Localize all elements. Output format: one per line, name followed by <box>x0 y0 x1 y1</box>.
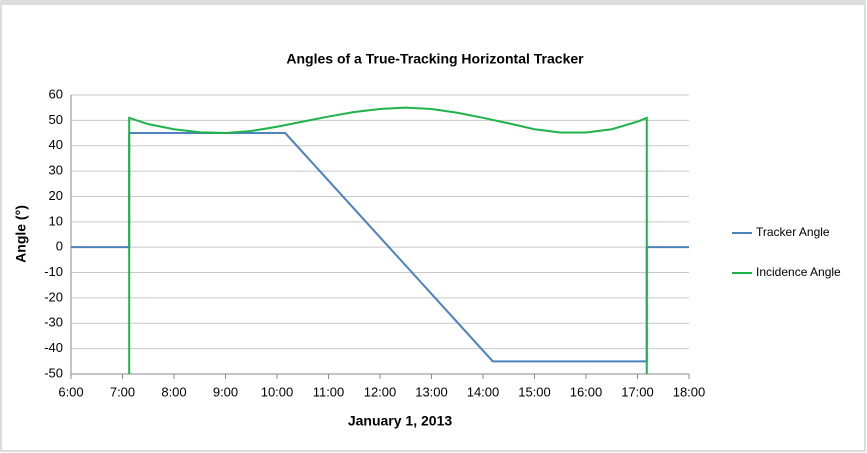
series-line <box>128 106 648 374</box>
y-tick-label: -10 <box>44 264 63 279</box>
y-tick-label: -20 <box>44 289 63 304</box>
top-bar <box>1 1 865 5</box>
x-tick-label: 14:00 <box>467 384 500 399</box>
y-tick-label: 60 <box>49 86 63 101</box>
y-tick-label: -40 <box>44 340 63 355</box>
x-tick-label: 18:00 <box>673 384 706 399</box>
x-axis-label: January 1, 2013 <box>348 413 453 429</box>
y-tick-label: -30 <box>44 315 63 330</box>
y-tick-label: 50 <box>49 112 63 127</box>
x-tick-label: 13:00 <box>415 384 448 399</box>
x-tick-label: 6:00 <box>58 384 83 399</box>
x-tick-label: 7:00 <box>110 384 135 399</box>
x-tick-label: 16:00 <box>570 384 603 399</box>
x-tick-label: 12:00 <box>364 384 397 399</box>
x-tick-label: 10:00 <box>261 384 294 399</box>
y-tick-label: 40 <box>49 137 63 152</box>
chart-title: Angles of a True-Tracking Horizontal Tra… <box>286 51 584 67</box>
y-tick-label: -50 <box>44 365 63 380</box>
x-tick-label: 8:00 <box>161 384 186 399</box>
y-axis-label: Angle (°) <box>13 205 29 263</box>
y-tick-label: 30 <box>49 163 63 178</box>
legend-label: Incidence Angle <box>756 265 841 279</box>
y-tick-label: 10 <box>49 213 63 228</box>
y-tick-label: 20 <box>49 188 63 203</box>
x-tick-label: 17:00 <box>621 384 654 399</box>
x-tick-label: 9:00 <box>213 384 238 399</box>
legend-label: Tracker Angle <box>756 225 830 239</box>
x-tick-label: 15:00 <box>518 384 551 399</box>
x-tick-label: 11:00 <box>313 384 345 399</box>
y-tick-label: 0 <box>56 239 63 254</box>
